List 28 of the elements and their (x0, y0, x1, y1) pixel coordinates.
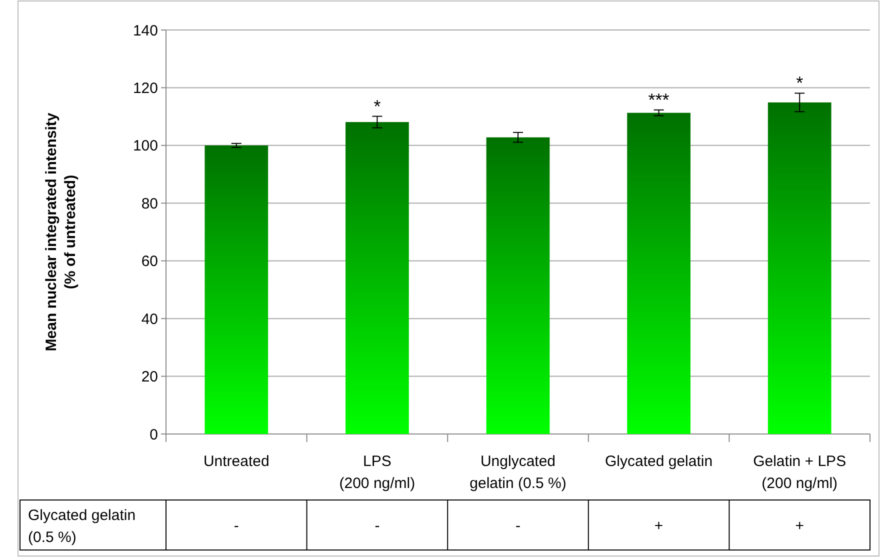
annotation: * (374, 96, 381, 116)
x-tick-label: Unglycated gelatin (0.5 %) (470, 453, 566, 492)
annotation: *** (648, 90, 670, 110)
y-tick-label: 60 (141, 253, 158, 270)
bar (768, 102, 832, 434)
bar (346, 122, 409, 434)
y-tick-label: 100 (132, 138, 158, 155)
x-tick-label: Gelatin + LPS (200 ng/ml) (753, 453, 846, 492)
y-tick-label: 0 (150, 426, 158, 444)
text: - (374, 517, 380, 534)
x-tick-label: Glycated gelatin (605, 453, 713, 470)
bar (627, 112, 690, 434)
text: + (654, 517, 664, 534)
y-tick-label: 140 (132, 22, 158, 40)
y-axis-title: Mean nuclear integrated intensity (% of untreated) (43, 112, 79, 352)
text: Glycated gelatin (0.5 %) (28, 507, 136, 546)
text: - (234, 517, 239, 534)
y-tick-label: 120 (132, 80, 158, 97)
bar (486, 137, 550, 434)
y-tick-label: 40 (141, 310, 158, 328)
text: - (516, 517, 520, 534)
annotation: * (796, 73, 804, 94)
text: + (795, 517, 804, 534)
x-tick-label: Untreated (203, 453, 270, 470)
y-tick-label: 80 (141, 195, 158, 212)
x-tick-label: LPS (200 ng/ml) (339, 453, 416, 492)
y-tick-label: 20 (141, 368, 158, 386)
bar (204, 145, 268, 434)
